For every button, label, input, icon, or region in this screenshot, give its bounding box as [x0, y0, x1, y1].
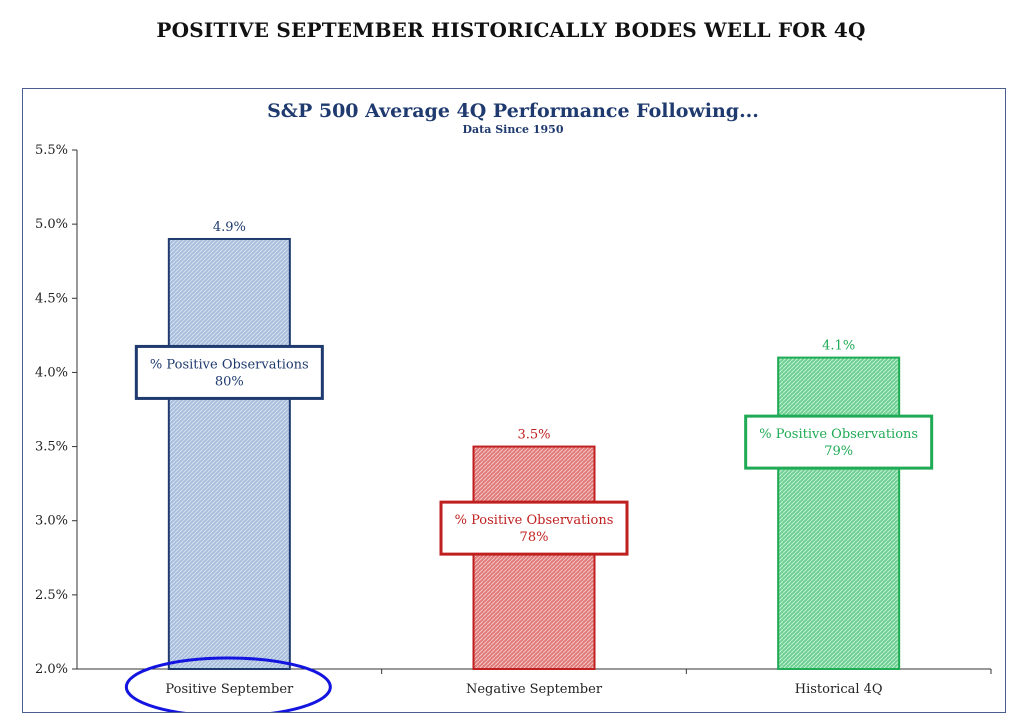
x-tick-label: Positive September	[165, 682, 294, 697]
annotation-value: 80%	[215, 374, 244, 389]
y-tick-label: 3.5%	[35, 440, 68, 455]
bar-negative-september	[472, 445, 596, 671]
annotation-label: % Positive Observations	[150, 357, 309, 372]
annotation-value: 78%	[520, 530, 549, 545]
annotation-label: % Positive Observations	[759, 427, 918, 442]
chart-subtitle: Data Since 1950	[463, 123, 564, 136]
annotations: % Positive Observations 80% % Positive Obs…	[134, 344, 934, 556]
x-labels: Positive September Negative September Hist…	[165, 682, 882, 697]
chart-frame: S&P 500 Average 4Q Performance Following…	[22, 88, 1006, 718]
bar-positive-september	[167, 237, 291, 670]
value-label: 3.5%	[517, 428, 550, 443]
y-axis: 2.0% 2.5% 3.0% 3.5% 4.0% 4.5% 5.0% 5.5%	[35, 143, 78, 677]
value-labels: 4.9% 3.5% 4.1%	[213, 220, 855, 443]
value-label: 4.9%	[213, 220, 246, 235]
annotation-box	[439, 500, 629, 556]
annotation-value: 79%	[824, 444, 853, 459]
y-tick-label: 4.5%	[35, 291, 68, 306]
bar-historical-4q	[777, 356, 901, 670]
annotation-box	[744, 414, 934, 470]
y-tick-label: 5.0%	[35, 217, 68, 232]
annotation-box	[134, 344, 324, 400]
chart-title: S&P 500 Average 4Q Performance Following…	[267, 100, 759, 122]
y-tick-label: 5.5%	[35, 143, 68, 158]
y-tick-label: 4.0%	[35, 365, 68, 380]
y-tick-label: 2.0%	[35, 662, 68, 677]
page-title: POSITIVE SEPTEMBER HISTORICALLY BODES WE…	[156, 18, 866, 42]
y-tick-label: 3.0%	[35, 514, 68, 529]
annotation-label: % Positive Observations	[455, 513, 614, 528]
x-tick-label: Historical 4Q	[795, 682, 883, 697]
x-tick-label: Negative September	[466, 682, 603, 697]
chart-svg: S&P 500 Average 4Q Performance Following…	[35, 100, 992, 718]
value-label: 4.1%	[822, 339, 855, 354]
bars	[167, 237, 901, 671]
y-tick-label: 2.5%	[35, 588, 68, 603]
